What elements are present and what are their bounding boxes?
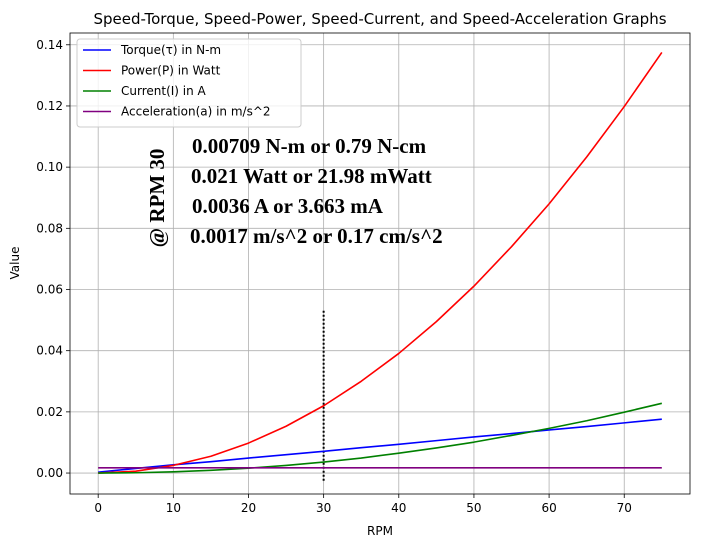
y-tick-label: 0.10 [36, 160, 63, 174]
x-tick-label: 20 [241, 501, 256, 515]
y-tick-label: 0.06 [36, 283, 63, 297]
y-tick-label: 0.08 [36, 221, 63, 235]
y-tick-label: 0.00 [36, 466, 63, 480]
legend-label: Torque(τ) in N-m [120, 43, 221, 57]
plot-frame [69, 32, 691, 495]
x-tick-label: 50 [466, 501, 481, 515]
x-tick-label: 0 [94, 501, 102, 515]
annotation-current-line: 0.0036 A or 3.663 mA [192, 194, 384, 218]
legend-label: Acceleration(a) in m/s^2 [121, 105, 271, 119]
x-tick-label: 60 [541, 501, 556, 515]
annotation-acceleration-line: 0.0017 m/s^2 or 0.17 cm/s^2 [190, 224, 443, 248]
y-tick-label: 0.02 [36, 405, 63, 419]
y-tick-label: 0.14 [36, 38, 63, 52]
axis-ticks: 0 10 20 30 40 50 60 70 0.00 0.02 0.04 0.06 0.08 0.10 0… [36, 38, 632, 515]
x-axis-label: RPM [367, 524, 393, 538]
legend-label: Current(I) in A [121, 84, 207, 98]
x-tick-label: 30 [316, 501, 331, 515]
legend: Torque(τ) in N-m Power(P) in Watt Current(… [76, 38, 302, 128]
series-line-power [98, 51, 663, 474]
x-tick-label: 70 [617, 501, 632, 515]
series-line-current [98, 402, 663, 474]
annotation-rpm-label: @ RPM 30 [145, 149, 169, 248]
x-tick-label: 40 [391, 501, 406, 515]
legend-frame [76, 38, 302, 128]
y-axis-label: Value [8, 247, 22, 280]
series-line-torque [98, 418, 662, 473]
annotation-power-line: 0.021 Watt or 21.98 mWatt [191, 164, 432, 188]
legend-label: Power(P) in Watt [121, 64, 221, 78]
series-lines [98, 51, 663, 474]
annotation: @ RPM 30 0.00709 N-m or 0.79 N-cm 0.021 … [145, 134, 443, 248]
chart-title: Speed-Torque, Speed-Power, Speed-Current… [93, 10, 666, 28]
y-tick-label: 0.12 [36, 99, 63, 113]
y-tick-label: 0.04 [36, 344, 63, 358]
x-tick-label: 10 [166, 501, 181, 515]
annotation-torque-line: 0.00709 N-m or 0.79 N-cm [192, 134, 427, 158]
